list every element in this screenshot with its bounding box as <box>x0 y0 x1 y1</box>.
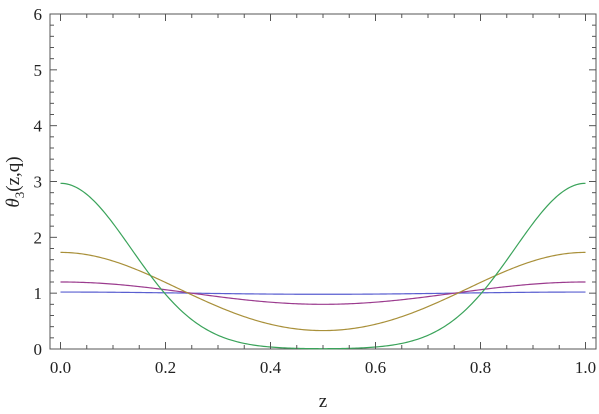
series-line-3 <box>60 251 586 332</box>
x-axis-label: z <box>319 391 327 412</box>
y-tick-label: 1 <box>34 284 43 303</box>
y-axis-ticks: 0 1 2 3 4 5 6 <box>34 5 596 359</box>
x-tick-label: 0.2 <box>155 358 176 377</box>
y-tick-label: 6 <box>34 5 43 24</box>
x-tick-label: 1.0 <box>575 358 596 377</box>
series-line-4 <box>60 182 586 350</box>
series-line-2 <box>60 281 586 305</box>
series-line-1 <box>60 291 586 295</box>
series-group <box>60 182 586 350</box>
y-axis-label: θ3(z,q) <box>3 156 27 207</box>
plot-frame <box>49 13 597 350</box>
x-tick-label: 0.6 <box>365 358 386 377</box>
y-tick-label: 5 <box>34 61 43 80</box>
y-tick-label: 3 <box>34 173 43 192</box>
y-tick-label: 0 <box>34 340 43 359</box>
y-tick-label: 4 <box>34 117 43 136</box>
y-tick-label: 2 <box>34 228 43 247</box>
x-tick-label: 0.0 <box>50 358 71 377</box>
x-tick-label: 0.8 <box>470 358 491 377</box>
x-axis-ticks: 0.0 0.2 0.4 0.6 0.8 1.0 <box>50 14 596 377</box>
x-tick-label: 0.4 <box>260 358 282 377</box>
